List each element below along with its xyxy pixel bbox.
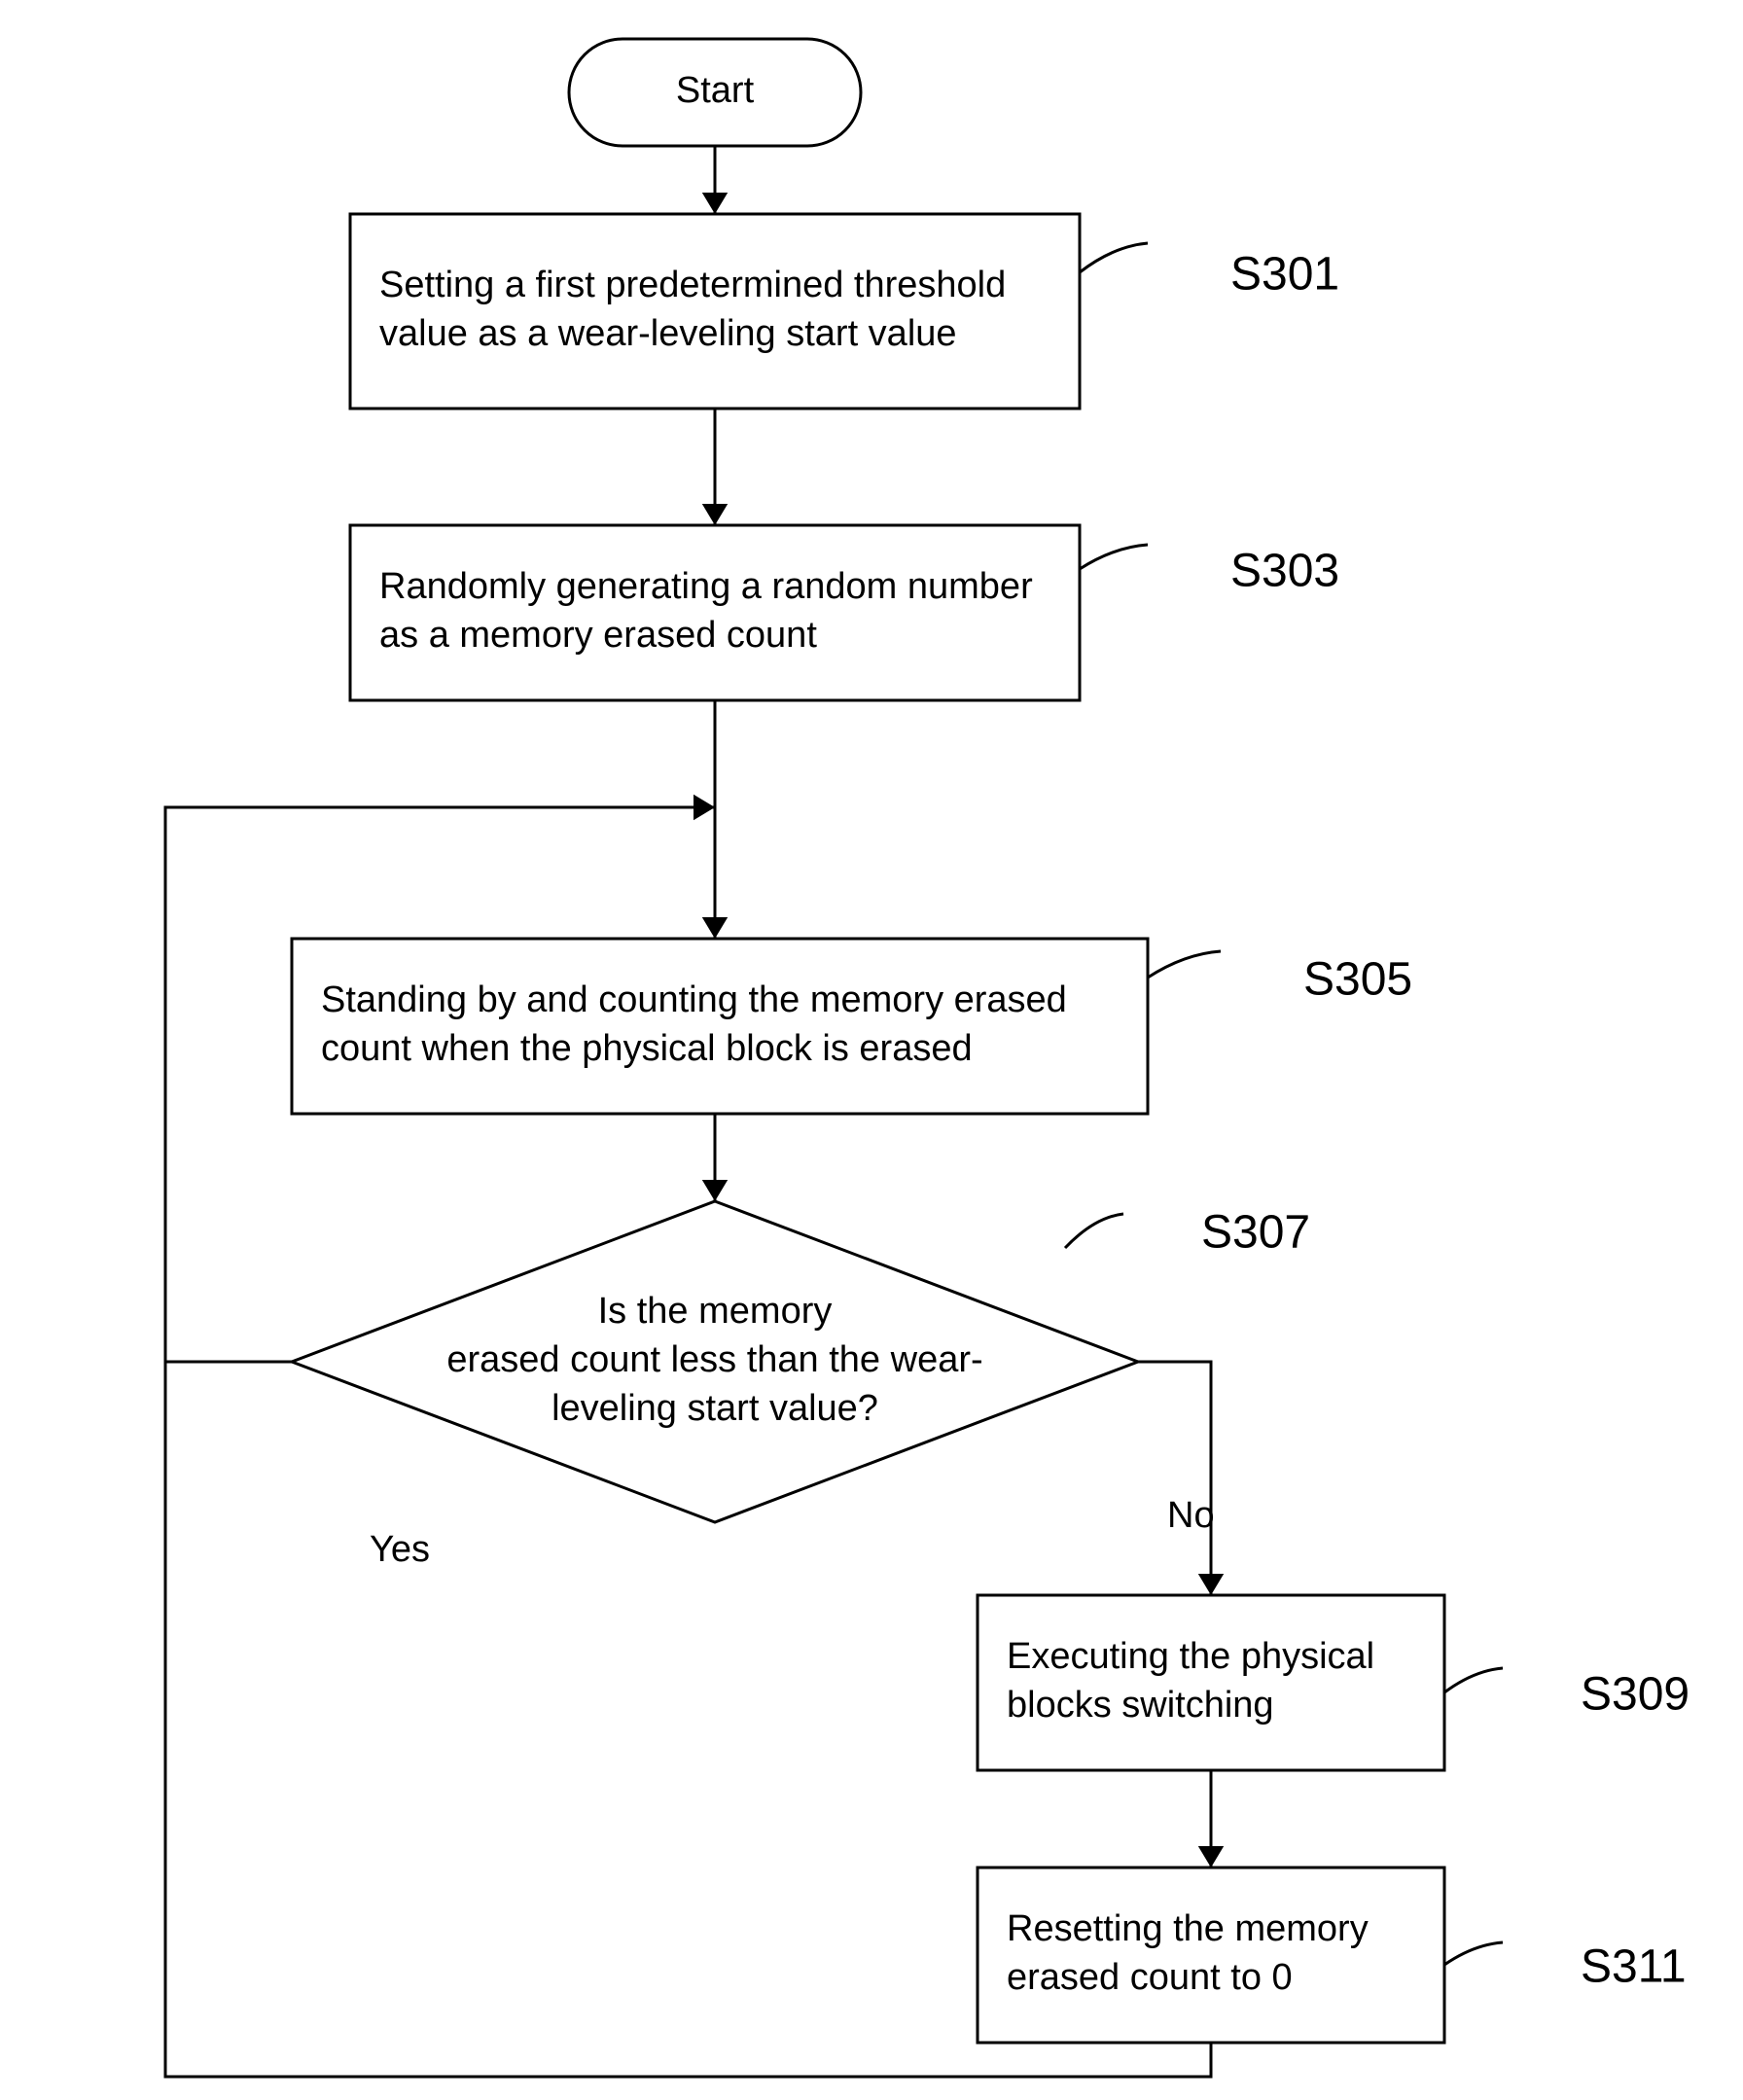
- label-s303: S303: [1230, 546, 1339, 597]
- label-s301: S301: [1230, 249, 1339, 301]
- node-s301: [350, 214, 1080, 409]
- node-s309: [978, 1595, 1444, 1770]
- label-s311: S311: [1581, 1941, 1687, 1993]
- node-s305: [292, 939, 1148, 1114]
- edge-label: No: [1167, 1495, 1215, 1536]
- node-s303: [350, 525, 1080, 700]
- edge-label: Yes: [370, 1529, 430, 1570]
- label-s307: S307: [1201, 1207, 1310, 1259]
- label-s305: S305: [1303, 954, 1412, 1006]
- node-s311: [978, 1868, 1444, 2043]
- svg-text:Start: Start: [676, 70, 755, 111]
- label-s309: S309: [1581, 1669, 1690, 1721]
